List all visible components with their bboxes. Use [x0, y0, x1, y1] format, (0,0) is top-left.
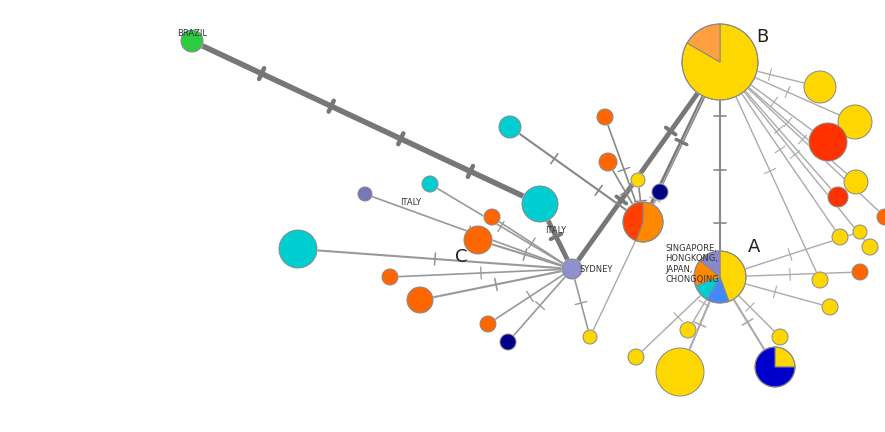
Wedge shape	[682, 24, 758, 100]
Wedge shape	[687, 24, 720, 62]
Wedge shape	[700, 251, 720, 277]
Circle shape	[656, 348, 704, 396]
Circle shape	[562, 259, 582, 279]
Circle shape	[862, 239, 878, 255]
Circle shape	[499, 116, 521, 138]
Circle shape	[522, 186, 558, 222]
Circle shape	[832, 229, 848, 245]
Circle shape	[422, 176, 438, 192]
Circle shape	[877, 209, 885, 225]
Circle shape	[852, 264, 868, 280]
Circle shape	[597, 109, 613, 125]
Circle shape	[844, 170, 868, 194]
Circle shape	[838, 105, 872, 139]
Circle shape	[804, 71, 836, 103]
Circle shape	[500, 334, 516, 350]
Text: ITALY: ITALY	[545, 226, 566, 235]
Circle shape	[809, 123, 847, 161]
Circle shape	[694, 251, 746, 303]
Circle shape	[682, 24, 758, 100]
Circle shape	[680, 322, 696, 338]
Circle shape	[583, 330, 597, 344]
Text: BRAZIL: BRAZIL	[177, 29, 207, 38]
Text: ITALY: ITALY	[400, 198, 421, 207]
Circle shape	[181, 30, 203, 52]
Circle shape	[583, 330, 597, 344]
Circle shape	[358, 187, 372, 201]
Circle shape	[812, 272, 828, 288]
Wedge shape	[720, 251, 746, 302]
Circle shape	[382, 269, 398, 285]
Circle shape	[822, 299, 838, 315]
Text: SYDNEY: SYDNEY	[579, 265, 612, 274]
Circle shape	[631, 173, 645, 187]
Circle shape	[522, 186, 558, 222]
Circle shape	[812, 272, 828, 288]
Circle shape	[652, 184, 668, 200]
Circle shape	[877, 209, 885, 225]
Circle shape	[822, 299, 838, 315]
Wedge shape	[696, 277, 720, 299]
Text: SINGAPORE,
HONGKONG,
JAPAN,
CHONGQING: SINGAPORE, HONGKONG, JAPAN, CHONGQING	[665, 244, 719, 284]
Text: B: B	[756, 28, 768, 46]
Circle shape	[832, 229, 848, 245]
Circle shape	[809, 123, 847, 161]
Circle shape	[464, 226, 492, 254]
Circle shape	[480, 316, 496, 332]
Circle shape	[852, 264, 868, 280]
Wedge shape	[775, 347, 795, 367]
Circle shape	[599, 153, 617, 171]
Circle shape	[358, 187, 372, 201]
Circle shape	[628, 349, 644, 365]
Text: A: A	[748, 238, 760, 256]
Circle shape	[181, 30, 203, 52]
Circle shape	[484, 209, 500, 225]
Circle shape	[772, 329, 788, 345]
Circle shape	[499, 116, 521, 138]
Circle shape	[562, 259, 582, 279]
Circle shape	[597, 109, 613, 125]
Wedge shape	[707, 277, 729, 303]
Circle shape	[484, 209, 500, 225]
Text: C: C	[455, 248, 467, 266]
Wedge shape	[694, 260, 720, 286]
Circle shape	[279, 230, 317, 268]
Circle shape	[656, 348, 704, 396]
Circle shape	[500, 334, 516, 350]
Circle shape	[628, 349, 644, 365]
Circle shape	[480, 316, 496, 332]
Circle shape	[407, 287, 433, 313]
Circle shape	[382, 269, 398, 285]
Circle shape	[828, 187, 848, 207]
Circle shape	[422, 176, 438, 192]
Circle shape	[838, 105, 872, 139]
Circle shape	[844, 170, 868, 194]
Circle shape	[599, 153, 617, 171]
Circle shape	[279, 230, 317, 268]
Circle shape	[407, 287, 433, 313]
Circle shape	[828, 187, 848, 207]
Circle shape	[631, 173, 645, 187]
Circle shape	[623, 202, 663, 242]
Circle shape	[862, 239, 878, 255]
Circle shape	[755, 347, 795, 387]
Circle shape	[772, 329, 788, 345]
Circle shape	[853, 225, 867, 239]
Circle shape	[652, 184, 668, 200]
Circle shape	[680, 322, 696, 338]
Circle shape	[853, 225, 867, 239]
Wedge shape	[755, 347, 795, 387]
Circle shape	[804, 71, 836, 103]
Wedge shape	[636, 202, 663, 242]
Wedge shape	[623, 202, 643, 241]
Circle shape	[464, 226, 492, 254]
